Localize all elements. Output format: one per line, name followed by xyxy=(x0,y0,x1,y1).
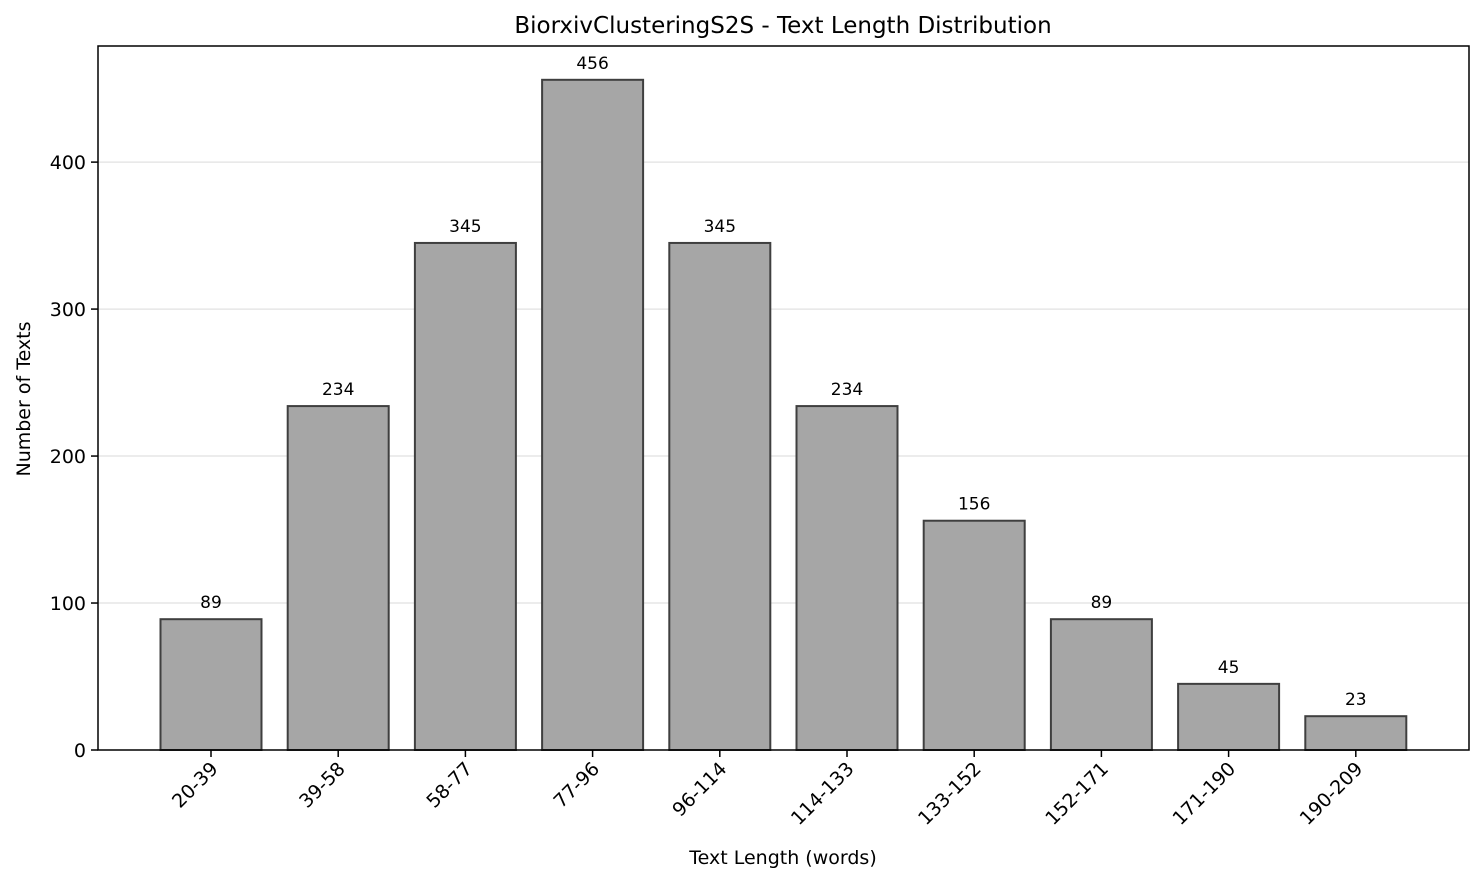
data-labels: 89 234 345 456 345 234 156 89 45 23 xyxy=(200,54,1366,710)
data-label: 234 xyxy=(322,380,354,400)
bar xyxy=(668,241,772,751)
data-label: 45 xyxy=(1218,658,1240,678)
x-tick-label: 96-114 xyxy=(668,758,731,821)
data-label: 345 xyxy=(449,217,481,237)
x-tick-label: 171-190 xyxy=(1168,758,1240,830)
x-tick-label: 58-77 xyxy=(422,758,477,813)
bars xyxy=(159,78,1408,752)
x-tick-label: 152-171 xyxy=(1041,758,1113,830)
chart-title: BiorxivClusteringS2S - Text Length Distr… xyxy=(514,13,1051,39)
bar xyxy=(922,519,1026,752)
bar xyxy=(795,405,899,751)
data-label: 156 xyxy=(958,495,990,515)
x-tick-label: 190-209 xyxy=(1296,758,1368,830)
bar xyxy=(1049,618,1153,751)
bar xyxy=(413,241,517,751)
bar xyxy=(159,618,263,751)
x-tick-label: 20-39 xyxy=(168,758,223,813)
x-axis-ticks: 20-39 39-58 58-77 77-96 96-114 114-133 133-152… xyxy=(168,750,1367,830)
plot-frame xyxy=(97,45,1470,751)
y-axis-ticks: 0 100 200 300 400 xyxy=(50,152,98,762)
data-label: 345 xyxy=(704,217,736,237)
x-tick-label: 77-96 xyxy=(550,758,605,813)
bar xyxy=(1304,715,1408,751)
data-label: 89 xyxy=(1091,593,1113,613)
y-tick-label: 0 xyxy=(74,740,86,762)
bar xyxy=(541,78,645,751)
y-tick-label: 100 xyxy=(50,593,86,615)
y-tick-label: 400 xyxy=(50,152,86,174)
x-axis-title: Text Length (words) xyxy=(688,847,876,869)
bar xyxy=(1177,682,1281,751)
data-label: 234 xyxy=(831,380,863,400)
y-tick-label: 200 xyxy=(50,446,86,468)
data-label: 23 xyxy=(1345,690,1367,710)
bar xyxy=(286,405,390,751)
y-tick-label: 300 xyxy=(50,299,86,321)
x-tick-label: 114-133 xyxy=(787,758,859,830)
x-tick-label: 39-58 xyxy=(295,758,350,813)
y-axis-title: Number of Texts xyxy=(13,321,35,476)
data-label: 89 xyxy=(200,593,222,613)
data-label: 456 xyxy=(576,54,608,74)
x-tick-label: 133-152 xyxy=(914,758,986,830)
